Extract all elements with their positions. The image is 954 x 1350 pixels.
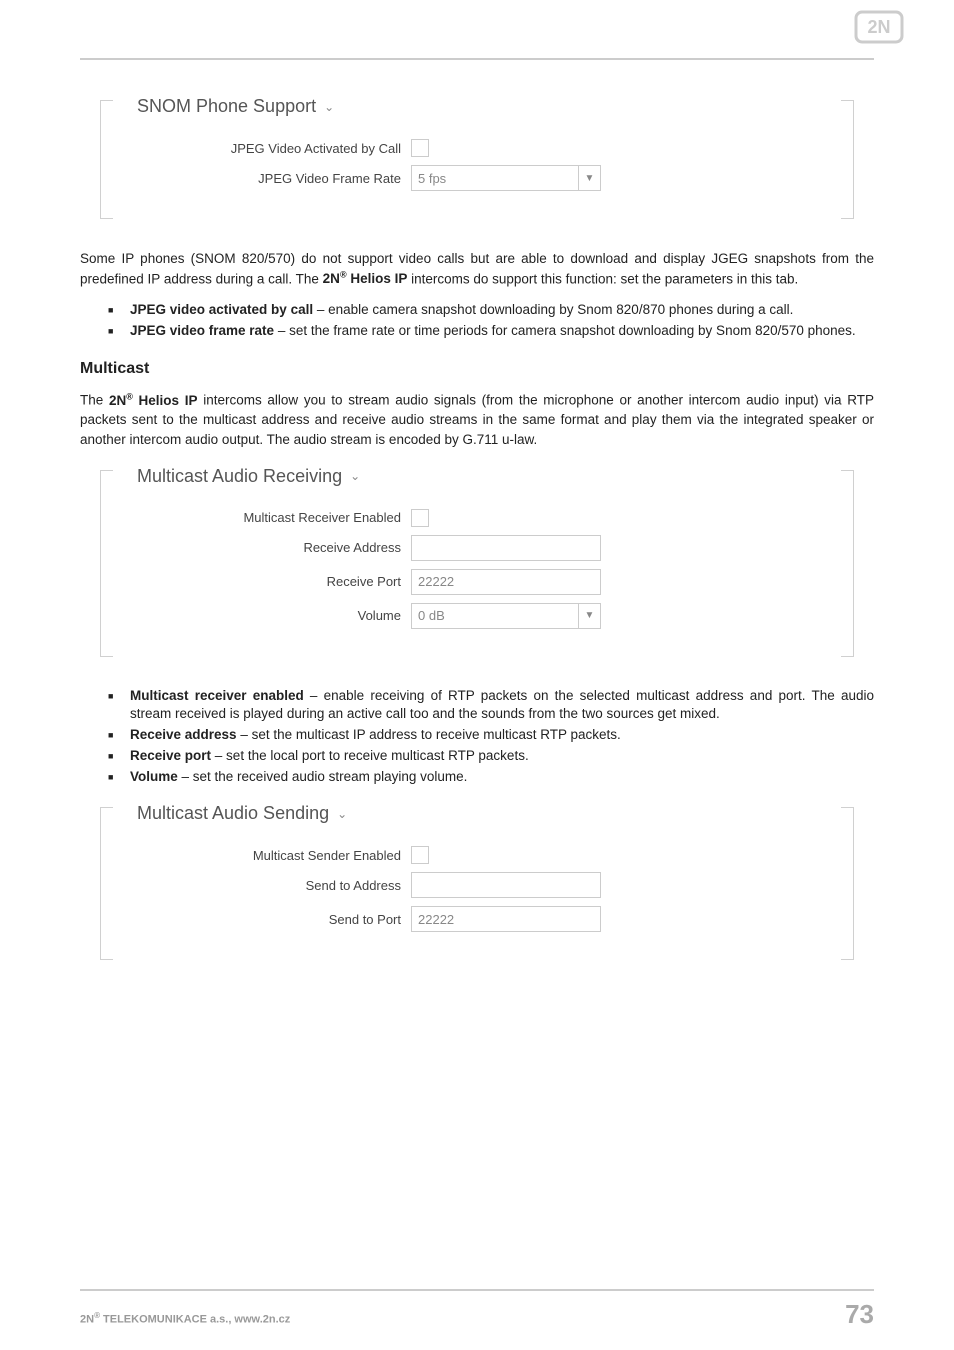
snom-panel: SNOM Phone Support ⌄ JPEG Video Activate…	[100, 100, 854, 219]
send-title-text: Multicast Audio Sending	[137, 803, 329, 824]
jpeg-activated-label: JPEG Video Activated by Call	[121, 141, 411, 156]
recv-volume-value: 0 dB	[418, 608, 445, 623]
recv-volume-row: Volume 0 dB ▼	[121, 603, 833, 629]
recv-volume-label: Volume	[121, 608, 411, 623]
frame-rate-row: JPEG Video Frame Rate 5 fps ▼	[121, 165, 833, 191]
recv-enabled-label: Multicast Receiver Enabled	[121, 510, 411, 525]
send-port-label: Send to Port	[121, 912, 411, 927]
send-address-label: Send to Address	[121, 878, 411, 893]
chevron-down-icon: ⌄	[337, 807, 347, 821]
send-address-row: Send to Address	[121, 872, 833, 898]
recv-title-text: Multicast Audio Receiving	[137, 466, 342, 487]
recv-panel-title[interactable]: Multicast Audio Receiving ⌄	[131, 466, 366, 487]
recv-address-input[interactable]	[411, 535, 601, 561]
jpeg-activated-row: JPEG Video Activated by Call	[121, 139, 833, 157]
multicast-paragraph: The 2N® Helios IP intercoms allow you to…	[80, 390, 874, 449]
send-panel: Multicast Audio Sending ⌄ Multicast Send…	[100, 807, 854, 960]
send-address-input[interactable]	[411, 872, 601, 898]
send-port-input[interactable]	[411, 906, 601, 932]
jpeg-activated-checkbox[interactable]	[411, 139, 429, 157]
recv-panel: Multicast Audio Receiving ⌄ Multicast Re…	[100, 470, 854, 657]
multicast-heading: Multicast	[80, 360, 874, 378]
recv-port-label: Receive Port	[121, 574, 411, 589]
dropdown-icon: ▼	[578, 166, 600, 190]
bullet-item: JPEG video activated by call – enable ca…	[130, 301, 874, 320]
bullet-item: JPEG video frame rate – set the frame ra…	[130, 322, 874, 341]
send-port-row: Send to Port	[121, 906, 833, 932]
recv-address-row: Receive Address	[121, 535, 833, 561]
send-enabled-checkbox[interactable]	[411, 846, 429, 864]
send-panel-title[interactable]: Multicast Audio Sending ⌄	[131, 803, 353, 824]
page-footer: 2N® TELEKOMUNIKACE a.s., www.2n.cz 73	[80, 1289, 874, 1330]
send-enabled-row: Multicast Sender Enabled	[121, 846, 833, 864]
bullet-item: Volume – set the received audio stream p…	[130, 768, 874, 787]
snom-paragraph: Some IP phones (SNOM 820/570) do not sup…	[80, 249, 874, 289]
svg-text:2N: 2N	[867, 17, 890, 37]
recv-enabled-checkbox[interactable]	[411, 509, 429, 527]
brand-logo-icon: 2N	[854, 10, 904, 45]
send-enabled-label: Multicast Sender Enabled	[121, 848, 411, 863]
recv-port-input[interactable]	[411, 569, 601, 595]
frame-rate-select[interactable]: 5 fps ▼	[411, 165, 601, 191]
dropdown-icon: ▼	[578, 604, 600, 628]
recv-enabled-row: Multicast Receiver Enabled	[121, 509, 833, 527]
recv-bullets: Multicast receiver enabled – enable rece…	[80, 687, 874, 787]
recv-port-row: Receive Port	[121, 569, 833, 595]
chevron-down-icon: ⌄	[350, 469, 360, 483]
page-number: 73	[845, 1299, 874, 1330]
frame-rate-value: 5 fps	[418, 171, 446, 186]
header-bar: 2N	[80, 30, 874, 60]
recv-address-label: Receive Address	[121, 540, 411, 555]
recv-volume-select[interactable]: 0 dB ▼	[411, 603, 601, 629]
bullet-item: Receive address – set the multicast IP a…	[130, 726, 874, 745]
snom-panel-title[interactable]: SNOM Phone Support ⌄	[131, 96, 340, 117]
chevron-down-icon: ⌄	[324, 100, 334, 114]
bullet-item: Receive port – set the local port to rec…	[130, 747, 874, 766]
snom-title-text: SNOM Phone Support	[137, 96, 316, 117]
bullet-item: Multicast receiver enabled – enable rece…	[130, 687, 874, 725]
snom-bullets: JPEG video activated by call – enable ca…	[80, 301, 874, 341]
frame-rate-label: JPEG Video Frame Rate	[121, 171, 411, 186]
page-root: 2N SNOM Phone Support ⌄ JPEG Video Activ…	[0, 0, 954, 1350]
footer-company: 2N® TELEKOMUNIKACE a.s., www.2n.cz	[80, 1311, 290, 1326]
